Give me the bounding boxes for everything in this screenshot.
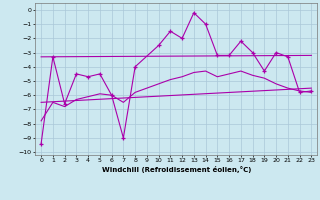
X-axis label: Windchill (Refroidissement éolien,°C): Windchill (Refroidissement éolien,°C) xyxy=(101,166,251,173)
